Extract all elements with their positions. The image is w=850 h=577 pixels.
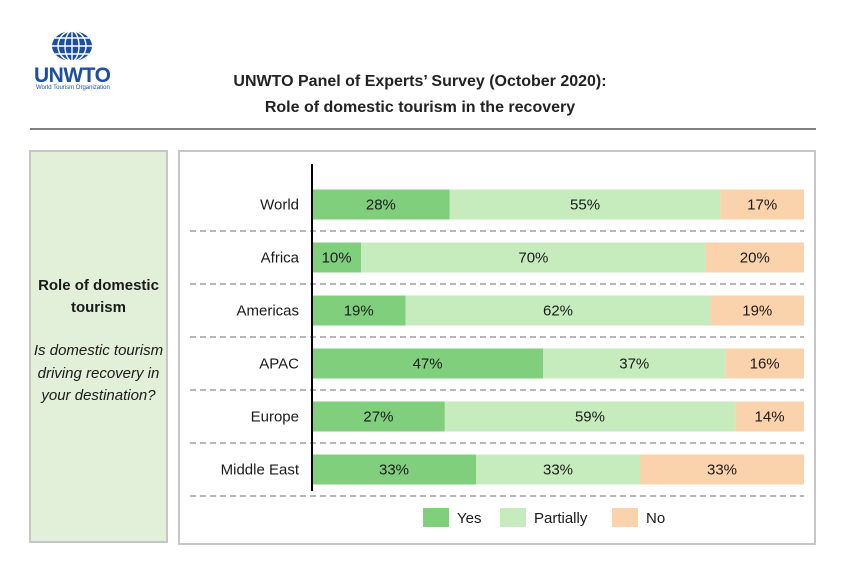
logo-subtitle: World Tourism Organization	[36, 85, 110, 91]
data-label: 19%	[742, 303, 772, 320]
category-label: APAC	[259, 356, 299, 373]
data-label: 33%	[543, 462, 573, 479]
bar-segment	[640, 454, 804, 485]
bar-segment	[476, 454, 640, 485]
chart-panel: World 28% 55% 17% Africa 10% 70% 20% Americas 19%…	[178, 150, 816, 545]
bar-segment	[735, 401, 804, 432]
category-label: World	[260, 197, 299, 214]
bar-segment	[312, 454, 476, 485]
data-label: 19%	[344, 303, 374, 320]
side-panel-question: Is domestic tourism driving recovery in …	[33, 342, 164, 404]
data-label: 33%	[379, 462, 409, 479]
bar-segment	[710, 295, 804, 326]
globe-icon	[52, 30, 92, 62]
bar-segment	[720, 189, 804, 220]
data-label: 10%	[322, 250, 352, 267]
data-label: 28%	[366, 197, 396, 214]
bar-segment	[312, 295, 406, 326]
bar-segment	[312, 401, 445, 432]
bar-segment	[444, 401, 736, 432]
legend-label: No	[646, 510, 665, 527]
bar-segment	[312, 189, 450, 220]
data-label: 70%	[518, 250, 548, 267]
data-label: 59%	[575, 409, 605, 426]
bar-segment	[449, 189, 721, 220]
stacked-bar-chart: World 28% 55% 17% Africa 10% 70% 20% Americas 19%…	[190, 164, 804, 527]
bar-segment	[543, 348, 726, 379]
bar-segment	[312, 348, 544, 379]
side-panel-heading: Role of domestic tourism	[38, 277, 159, 316]
bar-segment	[725, 348, 804, 379]
category-label: Africa	[261, 250, 300, 267]
bar-segment	[405, 295, 711, 326]
side-panel: Role of domestic tourism Is domestic tou…	[29, 150, 168, 543]
legend-swatch	[612, 508, 638, 527]
data-label: 14%	[755, 409, 785, 426]
category-label: Americas	[236, 303, 299, 320]
data-label: 16%	[750, 356, 780, 373]
chart-title: UNWTO Panel of Experts’ Survey (October …	[233, 73, 607, 90]
legend-swatch	[500, 508, 526, 527]
data-label: 20%	[740, 250, 770, 267]
data-label: 47%	[413, 356, 443, 373]
data-label: 62%	[543, 303, 573, 320]
category-label: Europe	[251, 409, 299, 426]
bar-segment	[705, 242, 804, 273]
category-label: Middle East	[221, 462, 300, 479]
data-label: 37%	[619, 356, 649, 373]
data-label: 27%	[363, 409, 393, 426]
data-label: 33%	[707, 462, 737, 479]
bar-segment	[312, 242, 362, 273]
logo-name: UNWTO	[34, 64, 111, 87]
legend-label: Yes	[457, 510, 481, 527]
legend-swatch	[423, 508, 449, 527]
bar-segment	[361, 242, 706, 273]
data-label: 17%	[747, 197, 777, 214]
title-divider	[30, 128, 816, 130]
legend-label: Partially	[534, 510, 588, 527]
data-label: 55%	[570, 197, 600, 214]
chart-subtitle: Role of domestic tourism in the recovery	[264, 99, 576, 116]
